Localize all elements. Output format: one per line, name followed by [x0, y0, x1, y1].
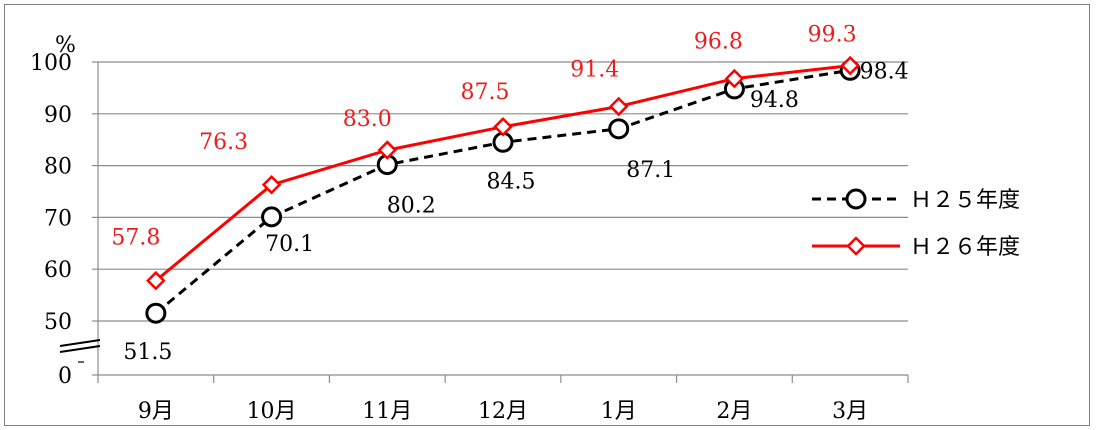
data-label-s1-0: 51.5 [123, 340, 172, 365]
data-label-s1-5: 94.8 [750, 88, 799, 113]
data-label-s1-6: 98.4 [860, 59, 909, 84]
data-labels: 51.5 70.1 80.2 84.5 87.1 94.8 98.4 57.8 76.3 83.0… [111, 23, 908, 366]
data-label-s2-2: 83.0 [343, 107, 392, 132]
y-tick-label-90: 90 [44, 103, 72, 128]
x-tick-label-3: 12月 [478, 399, 528, 424]
y-tick-label-60: 60 [44, 258, 72, 283]
axes: 0 50 60 70 80 90 100% 9月 10月 11月 12月 1月 2月 3月 [30, 33, 909, 424]
y-tick-label-80: 80 [44, 155, 72, 180]
x-tick-label-0: 9月 [138, 399, 174, 424]
chart-frame [4, 4, 1090, 426]
legend-marker-1 [845, 188, 867, 210]
data-label-s1-3: 84.5 [487, 169, 536, 194]
y-tick-label-50: 50 [44, 310, 72, 335]
legend: Ｈ２５年度 Ｈ２６年度 [812, 188, 1020, 260]
data-label-s1-4: 87.1 [626, 158, 675, 183]
data-label-s2-1: 76.3 [199, 130, 248, 155]
point-s2-6 [840, 55, 860, 76]
point-s2-3 [493, 116, 513, 137]
x-tick-label-6: 3月 [832, 399, 868, 424]
point-s1-0 [145, 302, 167, 324]
legend-marker-2 [846, 236, 866, 256]
point-s1-1 [261, 206, 283, 228]
data-label-s1-2: 80.2 [387, 194, 436, 219]
y-tick-label-100: 100 [30, 51, 72, 76]
x-tick-label-1: 10月 [247, 399, 297, 424]
x-tick-label-5: 2月 [716, 399, 752, 424]
legend-label-2: Ｈ２６年度 [910, 235, 1020, 260]
y-unit-label: % [55, 33, 76, 58]
x-tick-label-4: 1月 [601, 399, 637, 424]
x-tick-label-2: 11月 [362, 399, 412, 424]
legend-label-1: Ｈ２５年度 [910, 188, 1020, 213]
data-label-s2-5: 96.8 [694, 30, 743, 55]
axis-break-mark [59, 339, 101, 363]
point-s2-0 [146, 270, 166, 291]
legend-item-1: Ｈ２５年度 [812, 188, 1020, 213]
y-tick-label-0: 0 [58, 364, 72, 389]
data-label-s1-1: 70.1 [265, 232, 314, 257]
point-s2-2 [377, 140, 398, 160]
legend-item-2: Ｈ２６年度 [812, 235, 1020, 260]
point-s1-4 [608, 118, 630, 140]
data-label-s2-0: 57.8 [111, 226, 160, 251]
series-lines [145, 55, 861, 324]
y-tick-label-70: 70 [44, 206, 72, 231]
data-label-s2-3: 87.5 [461, 80, 510, 105]
point-s2-5 [724, 68, 745, 89]
data-label-s2-4: 91.4 [570, 58, 619, 83]
point-s2-1 [261, 174, 282, 195]
point-s2-4 [608, 96, 629, 117]
data-label-s2-6: 99.3 [808, 23, 857, 48]
